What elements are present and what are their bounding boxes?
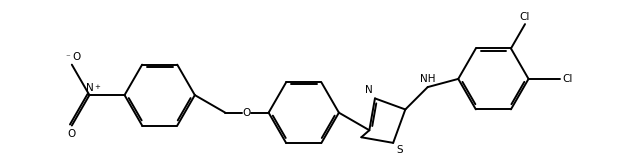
Text: O: O bbox=[242, 108, 250, 118]
Text: ⁻: ⁻ bbox=[65, 53, 70, 62]
Text: NH: NH bbox=[420, 74, 435, 84]
Text: O: O bbox=[68, 129, 76, 139]
Text: +: + bbox=[94, 84, 100, 90]
Text: N: N bbox=[85, 83, 94, 93]
Text: Cl: Cl bbox=[562, 74, 573, 84]
Text: O: O bbox=[73, 52, 81, 62]
Text: S: S bbox=[396, 145, 403, 155]
Text: N: N bbox=[365, 85, 373, 95]
Text: Cl: Cl bbox=[520, 12, 530, 22]
